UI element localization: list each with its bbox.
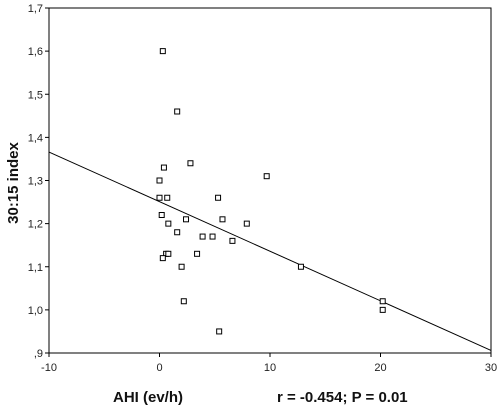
data-point — [160, 164, 167, 171]
y-tick-label: ,9 — [34, 348, 43, 360]
data-point — [174, 229, 181, 236]
data-point — [379, 306, 386, 313]
data-point — [180, 298, 187, 305]
data-point — [156, 194, 163, 201]
regression-line — [48, 151, 492, 351]
correlation-annotation: r = -0.454; P = 0.01 — [277, 389, 408, 406]
plot-frame — [48, 7, 492, 354]
data-point — [263, 173, 270, 180]
data-point — [209, 233, 216, 240]
data-point — [199, 233, 206, 240]
data-point — [183, 216, 190, 223]
data-point — [243, 220, 250, 227]
data-point — [174, 108, 181, 115]
data-point — [178, 263, 185, 270]
x-tick-label: 20 — [374, 362, 386, 374]
y-tick-label: 1,5 — [28, 89, 43, 101]
fit-layer — [48, 151, 492, 351]
axes-layer — [48, 7, 492, 354]
x-tick-label: 10 — [264, 362, 276, 374]
y-tick-label: 1,4 — [28, 132, 43, 144]
data-point — [194, 250, 201, 257]
data-point — [159, 48, 166, 55]
x-axis-title: AHI (ev/h) — [113, 389, 183, 406]
data-point — [219, 216, 226, 223]
data-point — [158, 212, 165, 218]
y-tick-label: 1,1 — [28, 262, 43, 274]
data-point — [379, 298, 386, 305]
data-point — [187, 160, 194, 167]
y-tick-label: 1,6 — [28, 46, 43, 58]
y-tick-label: 1,0 — [28, 305, 43, 317]
data-point — [156, 177, 163, 184]
points-layer — [156, 48, 386, 335]
data-point — [216, 328, 223, 335]
ticks-layer: ,9 1,0 1,1 1,2 1,3 1,4 1,5 1,6 1,7 -10 0 10 20 30 — [28, 3, 497, 374]
data-point — [165, 220, 172, 227]
data-point — [215, 194, 222, 201]
data-point — [164, 194, 171, 201]
data-point — [297, 263, 304, 270]
x-tick-label: 0 — [156, 362, 162, 374]
x-tick-label: -10 — [41, 362, 57, 374]
data-point — [165, 250, 172, 257]
data-point — [159, 255, 166, 262]
y-tick-label: 1,3 — [28, 176, 43, 188]
y-tick-label: 1,2 — [28, 219, 43, 231]
x-tick-label: 30 — [485, 362, 497, 374]
y-tick-label: 1,7 — [28, 3, 43, 15]
data-point — [229, 237, 236, 244]
y-axis-title: 30:15 index — [5, 141, 22, 223]
